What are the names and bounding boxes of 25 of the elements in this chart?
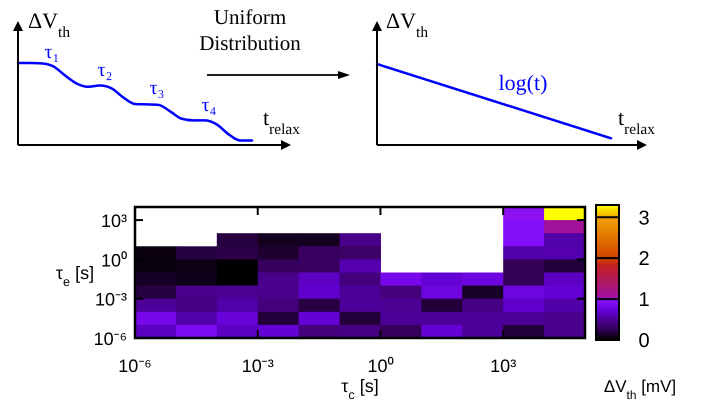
- color-bar-label: 2: [638, 248, 650, 270]
- annotation: τ₁: [44, 41, 60, 63]
- annotation: τ₂: [97, 59, 113, 81]
- x-tick-label: 10⁻⁶: [118, 356, 152, 376]
- y-tick-label: 10³: [100, 211, 128, 232]
- color-bar-label: 0: [638, 330, 650, 352]
- y-tick-label: 10⁻⁶: [94, 329, 127, 349]
- annotation: τ₃: [149, 77, 165, 99]
- x-tick-label: 10⁰: [367, 356, 394, 376]
- y-tick-label: 10⁻³: [94, 290, 128, 310]
- color-bar-title: ΔV$_{th}$ [mV]: [604, 377, 676, 402]
- x-tick-label: 10³: [490, 356, 516, 376]
- x-axis-title: t$_{relax}$: [263, 105, 300, 138]
- annotation: τ₄: [201, 94, 217, 116]
- y-axis-title: ΔV$_{th}$: [386, 8, 428, 40]
- y-tick-label: 10⁰: [100, 250, 127, 270]
- x-axis-title: τ$_{c}$ [s]: [341, 376, 379, 402]
- annotation: log(t): [498, 70, 548, 95]
- color-bar-label: 1: [638, 289, 650, 312]
- y-axis-title: τ$_{e}$ [s]: [56, 263, 94, 289]
- y-axis-title: ΔV$_{th}$: [28, 8, 70, 40]
- x-axis-title: t$_{relax}$: [618, 105, 656, 138]
- x-tick-label: 10⁻³: [242, 356, 274, 376]
- text: Uniform Distribution: [199, 5, 302, 55]
- color-bar-label: 3: [638, 207, 650, 230]
